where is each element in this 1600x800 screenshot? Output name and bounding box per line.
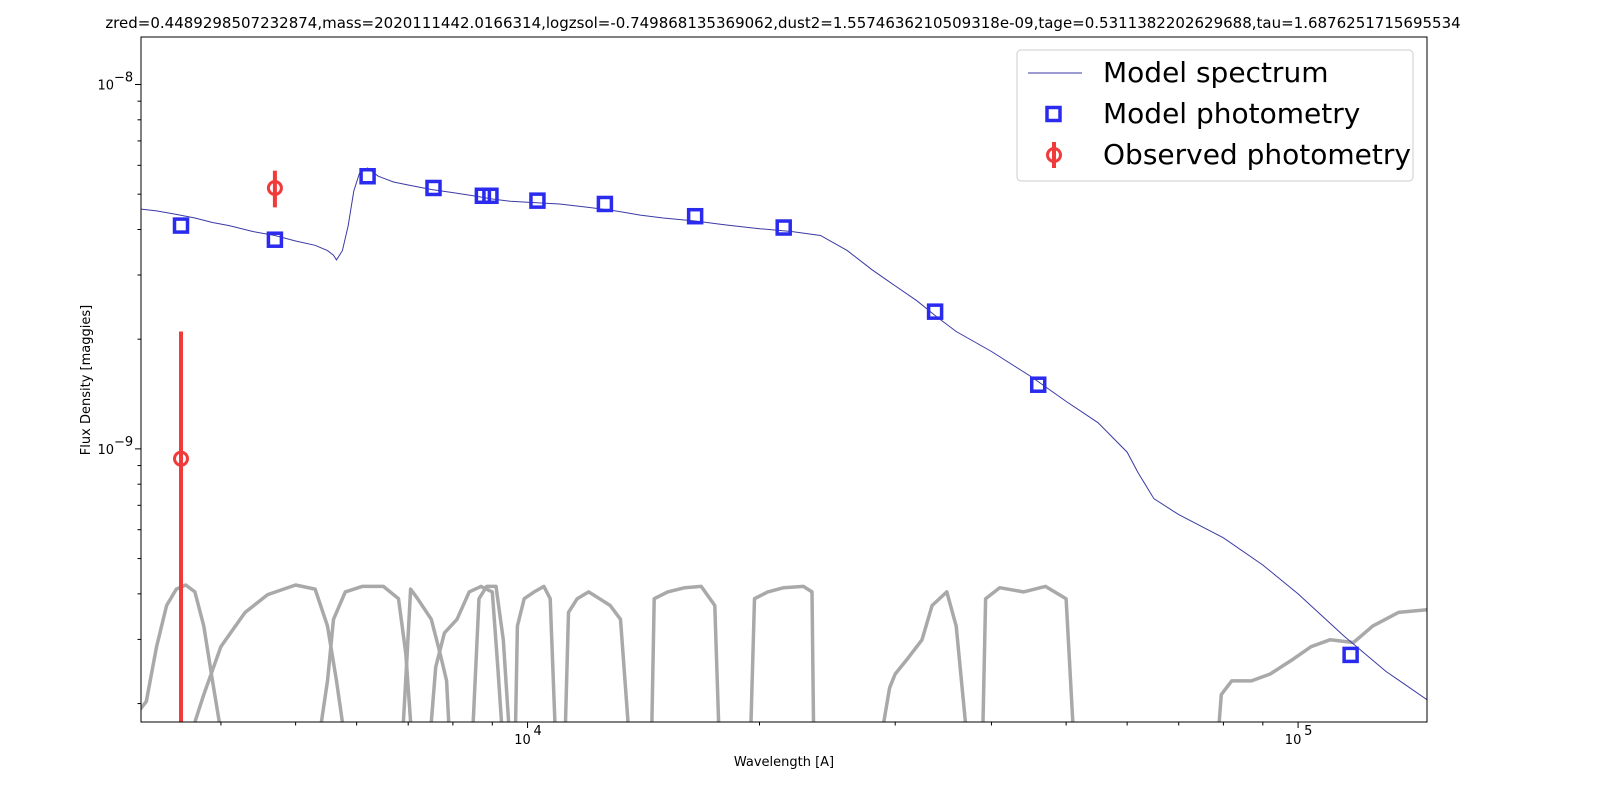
- filter-curve: [193, 583, 345, 722]
- x-tick-label: 10: [1285, 733, 1302, 748]
- model-spectrum-line: [141, 167, 1427, 701]
- y-tick-label: 10: [97, 443, 114, 458]
- filter-curve: [429, 584, 504, 722]
- legend-observed-photometry-swatch: [1046, 147, 1062, 163]
- model-photometry-point: [1342, 646, 1359, 664]
- filter-curve: [1217, 607, 1427, 722]
- filter-curve: [563, 590, 630, 722]
- model-photometry-point: [425, 179, 442, 197]
- y-axis-label: Flux Density [maggies]: [79, 305, 94, 455]
- y-tick-label: 10: [97, 78, 114, 93]
- observed-photometry-point: [266, 179, 283, 196]
- model-photometry-point: [482, 187, 499, 205]
- model-photometry-point: [686, 207, 704, 225]
- chart-title: zred=0.4489298507232874,mass=2020111442.…: [105, 14, 1460, 32]
- y-tick-label-exponent: −9: [114, 435, 133, 450]
- model-spectrum-layer: [141, 167, 1427, 701]
- legend-model-photometry-swatch: [1045, 105, 1062, 123]
- model-photometry-layer: [172, 167, 1359, 664]
- x-axis-label: Wavelength [A]: [734, 755, 834, 770]
- filter-curve: [513, 584, 557, 722]
- x-tick-label: 10: [514, 733, 531, 748]
- legend-label-observed-photometry: Observed photometry: [1103, 138, 1411, 171]
- observed-photometry-layer: [173, 170, 283, 722]
- legend-box: [1016, 49, 1414, 182]
- legend-label-model-photometry: Model photometry: [1103, 97, 1360, 130]
- model-photometry-point: [1029, 376, 1047, 393]
- model-photometry-point: [359, 167, 376, 185]
- y-tick-label-exponent: −8: [114, 70, 133, 85]
- filter-curve: [650, 584, 721, 722]
- x-tick-label-exponent: 4: [534, 724, 542, 739]
- filter-curve: [749, 584, 816, 722]
- legend: Model spectrum Model photometry Observed…: [1016, 49, 1414, 182]
- filter-curve: [319, 584, 413, 722]
- model-photometry-point: [266, 231, 284, 248]
- observed-photometry-point: [173, 450, 190, 467]
- model-photometry-point: [775, 219, 792, 236]
- filter-curve: [141, 583, 222, 722]
- model-photometry-point: [596, 195, 614, 213]
- filter-curve: [981, 584, 1075, 722]
- model-photometry-point: [172, 217, 190, 234]
- model-photometry-point: [529, 192, 546, 209]
- plot-frame: [140, 36, 1428, 723]
- x-tick-label-exponent: 5: [1304, 724, 1312, 739]
- filter-curve: [471, 584, 511, 722]
- legend-label-model-spectrum: Model spectrum: [1103, 56, 1328, 89]
- model-photometry-point: [926, 303, 944, 320]
- filter-curve: [882, 590, 968, 722]
- filter-curves: [141, 583, 1427, 722]
- filter-curve: [401, 587, 451, 722]
